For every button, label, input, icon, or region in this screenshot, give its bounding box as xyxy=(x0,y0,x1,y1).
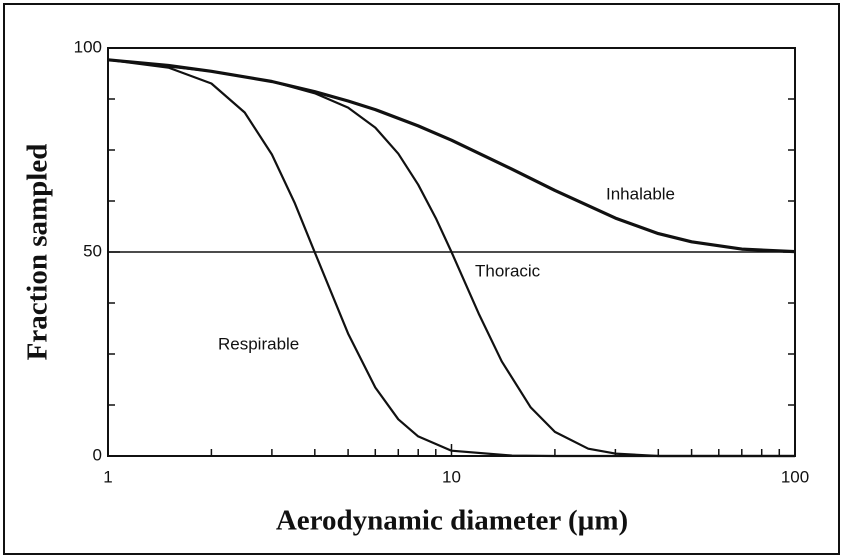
curve-label: Respirable xyxy=(218,334,299,353)
y-tick-label: 50 xyxy=(83,241,102,260)
outer-frame xyxy=(3,3,840,555)
curve xyxy=(107,58,796,254)
curve xyxy=(107,58,795,458)
curve-label: Thoracic xyxy=(475,261,541,280)
x-tick-label: 100 xyxy=(781,467,809,486)
curve-label: Inhalable xyxy=(606,184,675,203)
y-axis-title: Fraction sampled xyxy=(22,144,54,361)
curve xyxy=(107,58,795,458)
x-tick-label: 1 xyxy=(103,467,112,486)
x-tick-label: 10 xyxy=(442,467,461,486)
x-axis-title: Aerodynamic diameter (µm) xyxy=(276,505,628,537)
y-tick-label: 100 xyxy=(74,37,102,56)
y-tick-label: 0 xyxy=(93,445,102,464)
